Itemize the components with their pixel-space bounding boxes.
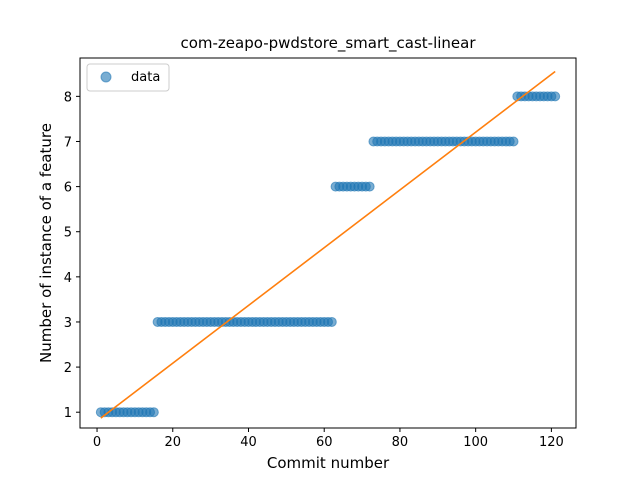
data-point xyxy=(326,316,337,327)
x-axis: 0 20 40 60 80 100 120 xyxy=(93,428,564,450)
legend-marker xyxy=(100,71,112,83)
y-axis: 1 2 3 4 5 6 7 8 xyxy=(64,90,80,421)
x-tick-label: 0 xyxy=(93,435,101,450)
x-tick-label: 120 xyxy=(539,435,564,450)
y-tick-label: 5 xyxy=(64,226,72,241)
data-point xyxy=(364,181,375,192)
chart-title: com-zeapo-pwdstore_smart_cast-linear xyxy=(180,34,476,53)
data-point xyxy=(550,91,561,102)
data-point xyxy=(148,407,159,418)
y-axis-label: Number of instance of a feature xyxy=(37,123,55,363)
y-tick-label: 7 xyxy=(64,135,72,150)
plot-frame xyxy=(79,57,577,429)
x-tick-label: 100 xyxy=(463,435,488,450)
legend: data xyxy=(86,63,170,92)
y-tick-label: 1 xyxy=(64,406,72,421)
plot-content xyxy=(95,70,561,419)
x-tick-label: 40 xyxy=(240,435,257,450)
x-tick-label: 20 xyxy=(164,435,181,450)
x-tick-label: 80 xyxy=(392,435,409,450)
data-point xyxy=(508,136,519,147)
fit-line xyxy=(100,70,556,419)
legend-box xyxy=(86,63,170,92)
y-tick-label: 3 xyxy=(64,316,72,331)
x-tick-label: 60 xyxy=(316,435,333,450)
legend-label-data: data xyxy=(131,70,160,85)
y-tick-label: 6 xyxy=(64,181,72,196)
y-tick-label: 4 xyxy=(64,271,72,286)
x-axis-label: Commit number xyxy=(267,454,390,472)
y-tick-label: 8 xyxy=(64,90,72,105)
y-tick-label: 2 xyxy=(64,361,72,376)
